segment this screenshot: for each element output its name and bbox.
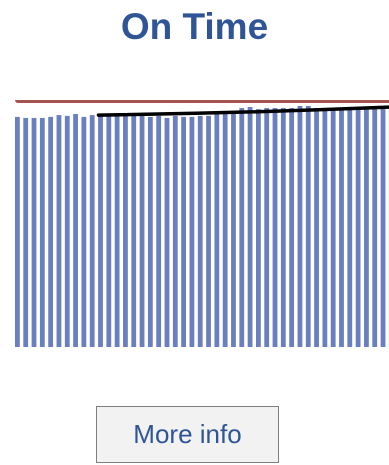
bar-series [15,105,389,348]
bar [339,108,344,347]
bar [305,105,311,347]
bar [48,116,54,348]
bar [15,116,20,348]
bar [314,108,319,347]
bar [114,115,120,347]
bar [31,117,37,347]
bar [64,115,70,347]
bar [89,115,95,347]
bar [39,117,45,347]
bar [123,115,128,347]
bar [231,111,236,348]
bar [322,109,328,347]
bar [156,115,162,347]
bar [380,109,386,347]
bar [106,115,112,347]
bar [147,116,153,348]
bar [81,116,87,348]
bar [131,115,137,347]
bar [164,117,170,347]
bar [347,109,353,347]
on-time-bar-chart [15,100,389,348]
chart-title: On Time [120,6,269,47]
bar [255,109,261,347]
more-info-button[interactable]: More info [96,406,279,463]
bar [73,114,78,347]
bar [297,105,303,347]
bar [372,108,378,347]
bar [139,115,145,347]
bar [214,114,220,347]
bar [222,114,228,347]
bar [206,115,211,347]
bar [264,108,270,347]
bar [364,108,369,347]
bar [98,115,103,347]
bar [355,109,361,347]
bar [189,116,195,348]
bar [247,107,253,348]
bar [23,117,29,347]
bar [172,115,178,347]
bar [197,115,203,347]
bar [330,109,336,347]
bar [289,108,295,347]
bar [280,108,286,347]
bar [181,116,186,348]
bar [56,115,62,347]
bar [239,108,245,347]
bar [272,108,278,347]
trend-line [96,105,389,117]
